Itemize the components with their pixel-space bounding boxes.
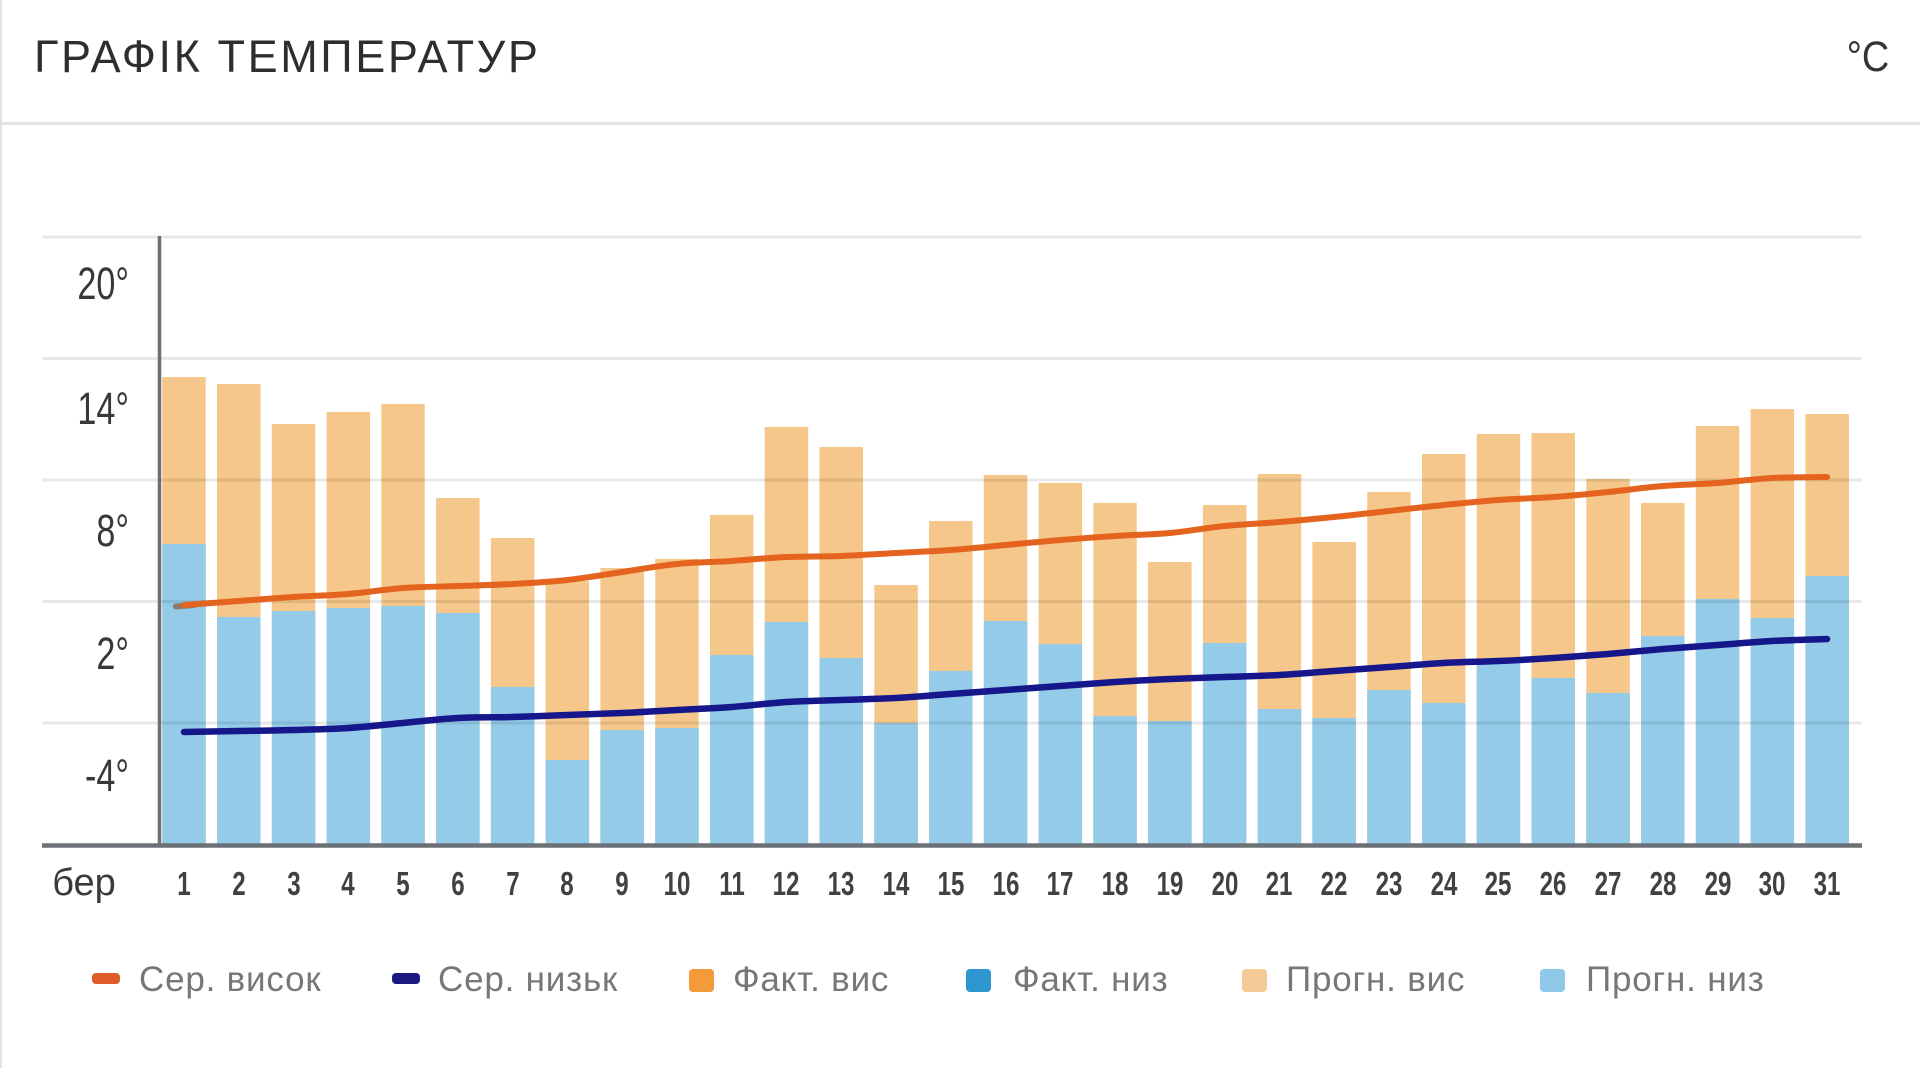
svg-text:8°: 8°: [96, 505, 129, 556]
svg-text:26: 26: [1540, 866, 1567, 903]
svg-text:1: 1: [177, 866, 190, 903]
svg-text:31: 31: [1814, 866, 1841, 903]
svg-text:бер: бер: [52, 862, 116, 904]
svg-text:16: 16: [993, 866, 1020, 903]
svg-text:2: 2: [232, 866, 245, 903]
svg-text:12: 12: [773, 866, 800, 903]
svg-text:7: 7: [506, 866, 519, 903]
svg-text:Сер. низьк: Сер. низьк: [438, 960, 618, 999]
svg-text:24: 24: [1431, 866, 1458, 903]
svg-text:20°: 20°: [77, 258, 129, 309]
svg-text:9: 9: [615, 866, 628, 903]
svg-text:14: 14: [883, 866, 910, 903]
svg-text:20: 20: [1212, 866, 1239, 903]
svg-text:3: 3: [287, 866, 300, 903]
svg-text:8: 8: [560, 866, 573, 903]
svg-text:Сер. висок: Сер. висок: [139, 960, 321, 999]
svg-text:27: 27: [1595, 866, 1622, 903]
svg-text:22: 22: [1321, 866, 1348, 903]
svg-text:25: 25: [1485, 866, 1512, 903]
svg-text:Прогн. низ: Прогн. низ: [1586, 960, 1765, 999]
svg-text:30: 30: [1759, 866, 1786, 903]
svg-text:11: 11: [719, 866, 744, 903]
svg-text:29: 29: [1705, 866, 1732, 903]
svg-text:14°: 14°: [77, 383, 129, 434]
svg-text:13: 13: [828, 866, 855, 903]
svg-text:28: 28: [1650, 866, 1677, 903]
svg-text:17: 17: [1047, 866, 1074, 903]
svg-text:Факт. вис: Факт. вис: [733, 960, 889, 999]
svg-text:2°: 2°: [96, 628, 129, 679]
svg-text:21: 21: [1266, 866, 1293, 903]
svg-text:23: 23: [1376, 866, 1403, 903]
svg-text:4: 4: [341, 866, 354, 903]
svg-text:19: 19: [1157, 866, 1184, 903]
svg-text:15: 15: [938, 866, 965, 903]
svg-text:Прогн. вис: Прогн. вис: [1286, 960, 1465, 999]
svg-text:Факт. низ: Факт. низ: [1013, 960, 1169, 999]
svg-text:-4°: -4°: [85, 750, 129, 801]
svg-text:10: 10: [664, 866, 691, 903]
svg-text:18: 18: [1102, 866, 1129, 903]
svg-text:6: 6: [451, 866, 464, 903]
svg-text:5: 5: [396, 866, 409, 903]
